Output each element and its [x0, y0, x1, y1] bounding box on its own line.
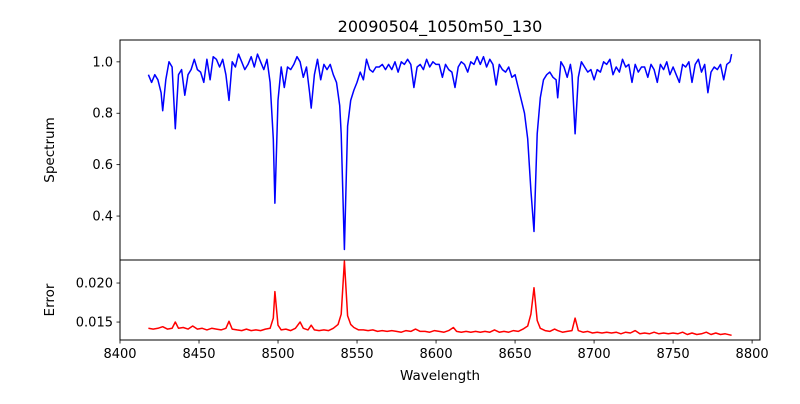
x-tick-label: 8750	[657, 347, 690, 362]
x-tick-label: 8600	[420, 347, 453, 362]
top-y-axis-label: Spectrum	[42, 117, 58, 182]
spectrum-y-tick-label: 0.4	[92, 210, 113, 225]
x-tick-label: 8800	[736, 347, 769, 362]
plot-layer: 0.4 0.6 0.8 1.0 0.015 0.020 8400 8450 8500 8550 86…	[76, 39, 769, 362]
x-tick-label: 8700	[578, 347, 611, 362]
x-axis-label: Wavelength	[400, 368, 480, 384]
spectrum-series-line	[147, 53, 733, 251]
error-y-tick-label: 0.020	[76, 277, 113, 292]
x-tick-label: 8500	[261, 347, 294, 362]
x-tick-label: 8450	[182, 347, 215, 362]
spectrum-y-tick-label: 0.8	[92, 107, 113, 122]
x-tick-label: 8650	[499, 347, 532, 362]
spectrum-y-tick-label: 1.0	[92, 55, 113, 70]
bottom-y-axis-label: Error	[42, 283, 58, 316]
error-axes-frame	[119, 259, 761, 341]
x-tick-label: 8400	[103, 347, 136, 362]
x-tick-label: 8550	[340, 347, 373, 362]
chart-title: 20090504_1050m50_130	[338, 17, 543, 37]
error-series-line	[148, 260, 732, 337]
spectrum-y-tick-label: 0.6	[92, 158, 113, 173]
error-y-tick-label: 0.015	[76, 316, 113, 331]
